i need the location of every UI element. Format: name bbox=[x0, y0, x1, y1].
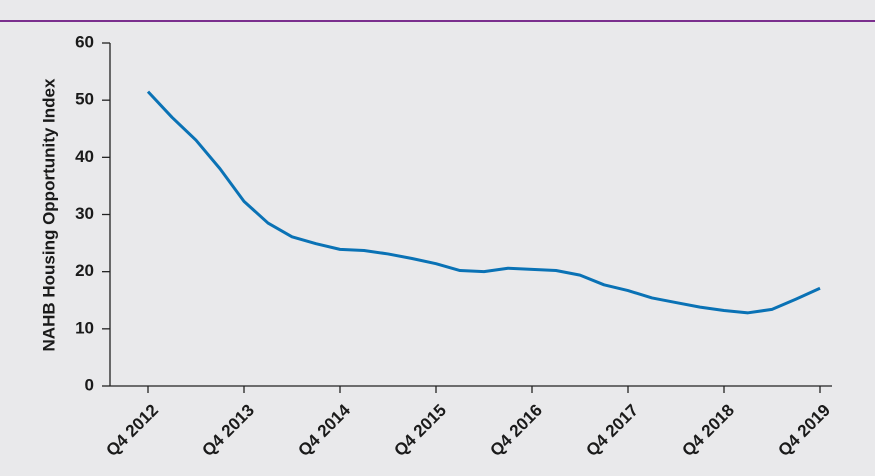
y-tick-label: 10 bbox=[75, 318, 94, 337]
data-line bbox=[146, 90, 821, 315]
x-tick-label: Q4 2012 bbox=[102, 401, 162, 461]
x-tick-label: Q4 2018 bbox=[678, 401, 738, 461]
x-tick-label: Q4 2014 bbox=[294, 400, 354, 460]
x-tick-label: Q4 2019 bbox=[774, 401, 834, 461]
y-axis-label: NAHB Housing Opportunity Index bbox=[39, 78, 58, 351]
x-tick-label: Q4 2015 bbox=[390, 401, 450, 461]
y-tick-label: 20 bbox=[75, 261, 94, 280]
y-tick-label: 60 bbox=[75, 32, 94, 51]
x-tick-label: Q4 2017 bbox=[582, 401, 642, 461]
y-tick-label: 50 bbox=[75, 90, 94, 109]
x-tick-label: Q4 2013 bbox=[198, 401, 258, 461]
x-tick-label: Q4 2016 bbox=[486, 401, 546, 461]
y-tick-label: 0 bbox=[85, 375, 94, 394]
y-tick-label: 40 bbox=[75, 147, 94, 166]
y-tick-label: 30 bbox=[75, 204, 94, 223]
